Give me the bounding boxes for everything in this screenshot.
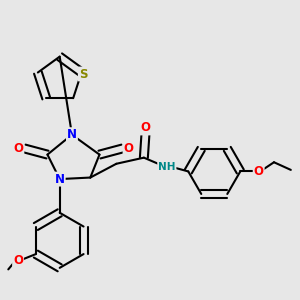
Text: O: O xyxy=(14,142,23,155)
Text: S: S xyxy=(79,68,87,80)
Text: NH: NH xyxy=(158,162,175,172)
Text: O: O xyxy=(140,122,150,134)
Text: O: O xyxy=(124,142,134,155)
Text: O: O xyxy=(254,165,264,178)
Text: O: O xyxy=(13,254,23,267)
Text: N: N xyxy=(55,172,65,186)
Text: N: N xyxy=(67,128,77,141)
